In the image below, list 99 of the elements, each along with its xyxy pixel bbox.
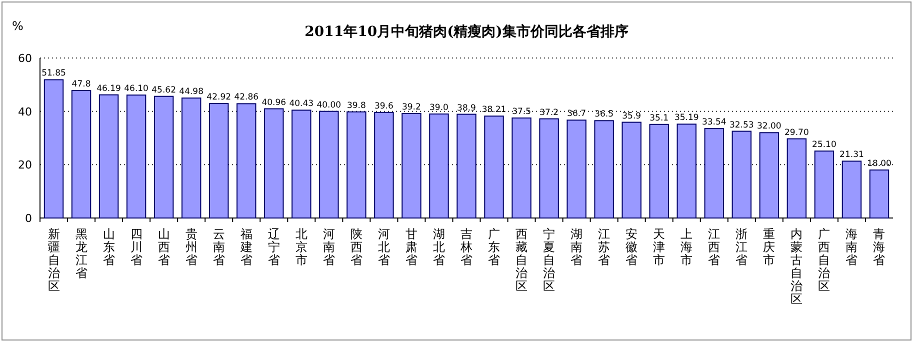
x-tick-label: 宁夏自治区 <box>543 227 556 293</box>
bar <box>594 120 614 218</box>
data-label: 18.00 <box>867 159 892 169</box>
data-label: 39.2 <box>402 102 421 112</box>
data-label: 40.96 <box>262 98 286 108</box>
bar <box>622 122 642 218</box>
bar <box>512 118 532 218</box>
x-tick-label: 辽宁省 <box>268 227 280 267</box>
x-tick-label: 天津市 <box>653 227 666 267</box>
y-tick-label: 40 <box>18 105 32 118</box>
x-tick-label: 四川省 <box>130 227 142 267</box>
x-tick-label: 河北省 <box>378 227 390 267</box>
x-tick-label: 湖南省 <box>570 227 583 267</box>
x-tick-label: 甘肃省 <box>405 227 418 267</box>
x-tick-label: 上海市 <box>680 227 693 267</box>
data-label: 51.85 <box>42 68 66 79</box>
data-label: 39.8 <box>346 100 366 111</box>
x-tick-label: 重庆市 <box>763 227 776 267</box>
data-label: 21.31 <box>840 150 864 160</box>
data-label: 45.62 <box>152 85 176 96</box>
bar <box>374 112 394 218</box>
x-tick-label: 福建省 <box>239 227 252 267</box>
x-tick-label: 江西省 <box>708 227 720 267</box>
bar <box>264 108 284 218</box>
x-tick-label: 安徽省 <box>626 227 638 267</box>
x-tick-label: 山西省 <box>158 227 170 267</box>
bar <box>71 90 92 218</box>
bar <box>649 124 669 218</box>
data-label: 37.5 <box>512 107 531 117</box>
bar <box>484 116 504 218</box>
x-tick-label: 江苏省 <box>598 227 610 267</box>
x-tick-label: 广西自治区 <box>818 227 830 293</box>
x-tick-label: 吉林省 <box>460 227 472 267</box>
bar <box>566 120 586 218</box>
data-label: 42.92 <box>206 92 232 103</box>
bar <box>786 138 807 218</box>
bar <box>814 150 834 218</box>
bar <box>209 103 229 218</box>
bar <box>869 170 890 218</box>
data-label: 32.00 <box>757 122 782 132</box>
x-tick-label: 北京市 <box>295 227 308 267</box>
data-label: 39.0 <box>430 103 448 113</box>
bar <box>402 112 422 218</box>
y-tick-label: 0 <box>25 212 32 225</box>
x-tick-label: 广东省 <box>488 227 500 267</box>
chart-title: 2011年10月中旬猪肉(精瘦肉)集市价同比各省排序 <box>304 23 628 40</box>
bar <box>759 132 780 218</box>
y-axis-title: % <box>12 19 24 33</box>
x-tick-label: 青海省 <box>873 227 886 267</box>
data-label: 29.70 <box>784 128 809 138</box>
x-tick-label: 新疆自治区 <box>48 227 60 293</box>
x-tick-label: 陕西省 <box>350 227 362 267</box>
bar <box>154 96 174 218</box>
bar <box>44 79 64 218</box>
bar <box>429 114 449 218</box>
bar <box>319 110 339 218</box>
x-tick-label: 云南省 <box>212 227 225 267</box>
data-label: 32.53 <box>729 120 754 130</box>
data-label: 46.19 <box>96 84 121 94</box>
data-label: 37.2 <box>540 108 559 118</box>
bar <box>346 111 366 218</box>
x-tick-label: 贵州省 <box>185 227 198 267</box>
data-label: 47.8 <box>72 80 91 90</box>
x-tick-label: 山东省 <box>102 227 115 267</box>
x-tick-label: 西藏自治区 <box>516 227 528 293</box>
data-label: 39.6 <box>374 101 394 112</box>
data-label: 35.1 <box>650 113 669 124</box>
bar <box>732 130 752 218</box>
data-label: 40.00 <box>316 100 342 110</box>
bar <box>676 124 696 218</box>
bar <box>292 110 312 218</box>
data-label: 44.98 <box>179 87 204 98</box>
bar <box>98 94 119 218</box>
data-label: 33.54 <box>702 118 726 128</box>
x-tick-label: 海南省 <box>846 227 858 267</box>
bar <box>181 98 202 218</box>
bar <box>236 103 256 218</box>
data-label: 42.86 <box>234 92 259 103</box>
x-tick-label: 浙江省 <box>736 227 748 267</box>
data-label: 35.19 <box>674 113 699 124</box>
data-label: 38.21 <box>482 105 506 116</box>
y-tick-label: 20 <box>18 158 32 172</box>
bar <box>539 118 559 218</box>
x-tick-label: 内蒙古自治区 <box>790 227 803 306</box>
data-label: 38.9 <box>457 103 476 114</box>
x-tick-label: 河南省 <box>322 227 335 267</box>
x-tick-label: 黑龙江省 <box>75 227 88 280</box>
data-label: 35.9 <box>622 111 642 122</box>
bar <box>704 128 724 218</box>
bar <box>456 114 476 218</box>
data-label: 25.10 <box>812 140 836 150</box>
bar <box>126 94 146 218</box>
bar <box>842 160 862 218</box>
x-tick-label: 湖北省 <box>432 227 445 267</box>
data-label: 36.5 <box>594 110 614 120</box>
data-label: 40.43 <box>289 99 314 110</box>
data-label: 36.7 <box>567 109 586 120</box>
y-tick-label: 60 <box>18 52 32 65</box>
data-label: 46.10 <box>124 84 148 94</box>
